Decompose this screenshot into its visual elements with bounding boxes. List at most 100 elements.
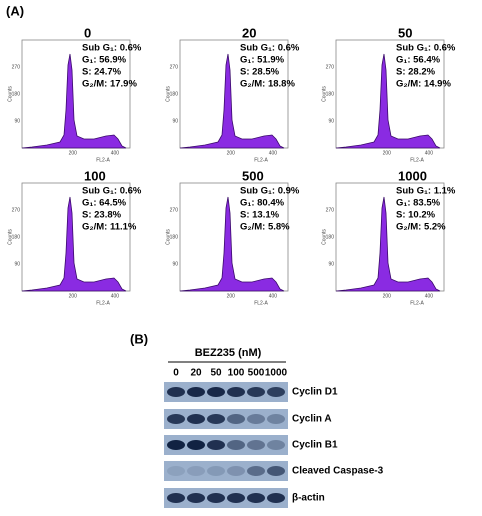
blot-band [207, 414, 225, 424]
blot-band [267, 387, 285, 397]
plot-stat: G₂/M: 17.9% [82, 79, 137, 90]
blot-band [247, 440, 265, 450]
panel-label: (A) [6, 3, 24, 18]
x-axis-label: FL2-A [96, 300, 110, 306]
x-tick-label: 400 [111, 293, 120, 299]
y-tick-label: 90 [328, 118, 334, 124]
plot-stat: G₂/M: 5.2% [396, 222, 446, 233]
panel-label: (B) [130, 331, 148, 346]
blot-band [247, 493, 265, 503]
y-tick-label: 90 [172, 261, 178, 267]
x-axis-label: FL2-A [254, 300, 268, 306]
plot-stat: G₁: 56.4% [396, 55, 441, 66]
y-tick-label: 180 [326, 234, 335, 240]
lane-label: 1000 [265, 368, 288, 379]
blot-band [227, 440, 245, 450]
y-axis-label: Counts [321, 229, 327, 245]
y-tick-label: 180 [170, 91, 179, 97]
plot-stat: Sub G₁: 0.6% [396, 43, 456, 54]
y-tick-label: 180 [12, 91, 21, 97]
histogram-area [335, 196, 441, 292]
y-tick-label: 180 [12, 234, 21, 240]
blot-band [187, 440, 205, 450]
x-tick-label: 200 [383, 293, 392, 299]
blot-band [207, 440, 225, 450]
plot-stat: Sub G₁: 0.6% [82, 186, 142, 197]
y-tick-label: 180 [326, 91, 335, 97]
histogram: 50 Sub G₁: 0.6%G₁: 56.4%S: 28.2%G₂/M: 14.… [321, 25, 456, 163]
blot-band [167, 493, 185, 503]
histogram-area [179, 196, 285, 292]
blot-band [227, 414, 245, 424]
y-tick-label: 270 [170, 64, 179, 70]
row-label: Cyclin B1 [292, 440, 338, 451]
blot-band [167, 466, 185, 476]
plot-stat: S: 24.7% [82, 67, 122, 78]
blot-band [207, 466, 225, 476]
y-tick-label: 90 [328, 261, 334, 267]
row-label: Cyclin D1 [292, 387, 338, 398]
row-label: Cyclin A [292, 414, 332, 425]
y-axis-label: Counts [7, 229, 13, 245]
y-tick-label: 90 [172, 118, 178, 124]
x-tick-label: 200 [227, 150, 236, 156]
plot-stat: S: 28.5% [240, 67, 280, 78]
lane-label: 500 [248, 368, 265, 379]
y-tick-label: 270 [326, 64, 335, 70]
plot-title: 20 [242, 25, 256, 40]
x-tick-label: 200 [69, 150, 78, 156]
x-tick-label: 400 [111, 150, 120, 156]
plot-title: 1000 [398, 168, 427, 183]
blot-band [267, 493, 285, 503]
blot-band [187, 414, 205, 424]
treatment-label: BEZ235 (nM) [195, 347, 262, 359]
plot-stat: G₂/M: 11.1% [82, 222, 137, 233]
histogram-area [179, 53, 285, 149]
blot-band [227, 493, 245, 503]
blot-strip [164, 382, 288, 402]
plot-stat: G₁: 56.9% [82, 55, 127, 66]
x-axis-label: FL2-A [410, 157, 424, 163]
histogram: 100 Sub G₁: 0.6%G₁: 64.5%S: 23.8%G₂/M: 11… [7, 168, 142, 306]
plot-stat: Sub G₁: 0.9% [240, 186, 300, 197]
histogram-area [21, 196, 127, 292]
x-axis-label: FL2-A [410, 300, 424, 306]
plot-stat: G₁: 80.4% [240, 198, 285, 209]
blot-strip [164, 435, 288, 455]
blot-band [247, 387, 265, 397]
blot-strip [164, 409, 288, 429]
plot-stat: S: 28.2% [396, 67, 436, 78]
x-tick-label: 200 [383, 150, 392, 156]
blot-band [167, 387, 185, 397]
blot-band [227, 466, 245, 476]
histogram-area [21, 53, 127, 149]
plot-stat: G₁: 64.5% [82, 198, 127, 209]
row-label: β-actin [292, 493, 325, 504]
lane-label: 100 [228, 368, 245, 379]
plot-stat: G₁: 83.5% [396, 198, 441, 209]
plot-stat: Sub G₁: 1.1% [396, 186, 456, 197]
x-axis-label: FL2-A [254, 157, 268, 163]
x-axis-label: FL2-A [96, 157, 110, 163]
histogram: 20 Sub G₁: 0.6%G₁: 51.9%S: 28.5%G₂/M: 18.… [165, 25, 300, 163]
x-tick-label: 400 [269, 293, 278, 299]
y-tick-label: 270 [12, 64, 21, 70]
x-tick-label: 200 [227, 293, 236, 299]
y-axis-label: Counts [321, 86, 327, 102]
plot-stat: S: 23.8% [82, 210, 122, 221]
plot-stat: S: 10.2% [396, 210, 436, 221]
plot-stat: G₁: 51.9% [240, 55, 285, 66]
histogram: 500 Sub G₁: 0.9%G₁: 80.4%S: 13.1%G₂/M: 5.… [165, 168, 300, 306]
blot-band [247, 466, 265, 476]
blot-band [167, 414, 185, 424]
histogram: 1000 Sub G₁: 1.1%G₁: 83.5%S: 10.2%G₂/M: 5… [321, 168, 456, 306]
blot-strip [164, 488, 288, 508]
plot-title: 500 [242, 168, 264, 183]
blot-band [227, 387, 245, 397]
x-tick-label: 400 [425, 293, 434, 299]
plot-stat: Sub G₁: 0.6% [82, 43, 142, 54]
y-tick-label: 90 [14, 261, 20, 267]
blot-band [207, 387, 225, 397]
blot-strip [164, 461, 288, 481]
